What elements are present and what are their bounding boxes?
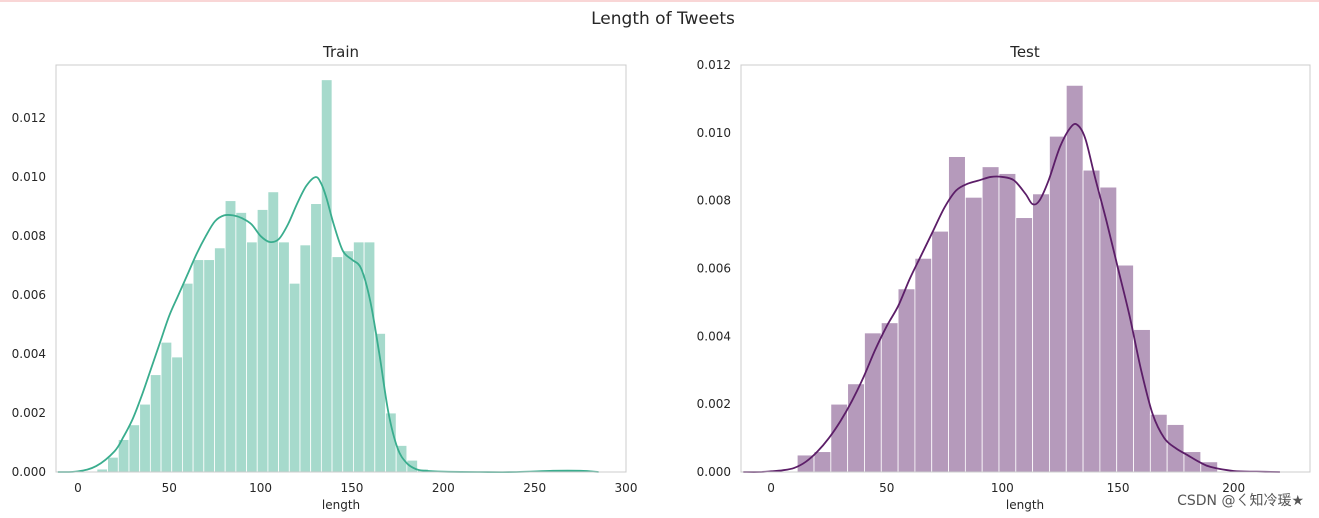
train-histogram-bar <box>363 241 376 473</box>
test-histogram-bar <box>931 230 949 473</box>
train-histogram-bar <box>149 374 162 473</box>
test-y-tick-label: 0.012 <box>697 58 731 72</box>
train-histogram-bar <box>192 259 205 473</box>
test-y-tick-label: 0.006 <box>697 262 731 276</box>
train-histogram-panel: Train 0.000 0.002 0.004 0.006 0.008 0.010 0.01… <box>12 43 638 512</box>
train-histogram-bar <box>214 247 226 473</box>
test-plot-frame <box>740 64 1311 473</box>
train-y-tick-label: 0.000 <box>12 465 46 479</box>
train-y-tick-label: 0.002 <box>12 406 46 420</box>
test-x-tick-label: 100 <box>991 481 1014 495</box>
test-histogram-panel: Test 0.000 0.002 0.004 0.006 0.008 0.010 0.012… <box>697 43 1311 512</box>
test-histogram-bar <box>897 288 916 473</box>
train-histogram-bar <box>406 459 418 473</box>
test-x-tick-label: 150 <box>1107 481 1130 495</box>
train-histogram-bar <box>171 356 183 473</box>
train-histogram-bar <box>342 250 354 473</box>
test-kde-line <box>743 123 1280 473</box>
train-x-tick-label: 50 <box>162 481 177 495</box>
figure-title: Length of Tweets <box>591 9 735 29</box>
train-bars <box>96 79 440 473</box>
train-x-tick-label: 150 <box>341 481 364 495</box>
test-x-tick-label: 0 <box>767 481 775 495</box>
train-x-tick-label: 300 <box>615 481 638 495</box>
train-histogram-bar <box>139 403 151 473</box>
test-y-tick-label: 0.000 <box>697 465 731 479</box>
test-histogram-bar <box>847 383 865 473</box>
train-x-tick-label: 100 <box>249 481 272 495</box>
train-y-tick-label: 0.004 <box>12 347 46 361</box>
test-histogram-bar <box>813 451 832 473</box>
test-bars <box>796 84 1219 473</box>
watermark: CSDN @ㄑ知冷瑗★ <box>1177 492 1304 509</box>
train-y-tick-label: 0.012 <box>12 111 46 125</box>
test-x-axis-label: length <box>1006 498 1044 512</box>
train-histogram-bar <box>224 200 237 473</box>
train-kde-curve <box>57 176 599 474</box>
train-histogram-bar <box>278 241 290 473</box>
test-histogram-bar <box>1049 135 1067 473</box>
train-plot-frame <box>55 64 627 473</box>
test-chart-title: Test <box>1009 43 1040 61</box>
test-x-tick-label: 50 <box>879 481 894 495</box>
test-histogram-bar <box>981 166 1000 473</box>
test-histogram-bar <box>1065 84 1084 473</box>
train-y-tick-label: 0.006 <box>12 288 46 302</box>
train-histogram-bar <box>203 259 215 473</box>
test-histogram-bar <box>964 196 983 473</box>
train-histogram-bar <box>256 209 269 473</box>
train-histogram-bar <box>107 456 119 473</box>
test-y-ticks: 0.000 0.002 0.004 0.006 0.008 0.010 0.012 <box>697 58 731 479</box>
train-kde-line <box>57 176 599 474</box>
test-histogram-bar <box>998 173 1017 473</box>
top-border-line <box>0 0 1319 2</box>
test-x-ticks: 0 50 100 150 200 <box>767 481 1245 495</box>
test-histogram-bar <box>1032 193 1050 473</box>
train-histogram-bar <box>310 203 322 473</box>
train-x-tick-label: 0 <box>74 481 82 495</box>
train-y-tick-label: 0.010 <box>12 170 46 184</box>
train-histogram-bar <box>246 241 258 473</box>
train-x-ticks: 0 50 100 150 200 250 300 <box>74 481 637 495</box>
test-x-tick-label: 200 <box>1222 481 1245 495</box>
train-x-tick-label: 200 <box>432 481 455 495</box>
train-y-tick-label: 0.008 <box>12 229 46 243</box>
train-histogram-bar <box>235 212 247 473</box>
test-histogram-bar <box>914 257 933 473</box>
train-histogram-bar <box>182 282 194 473</box>
train-histogram-bar <box>320 79 333 473</box>
test-y-tick-label: 0.002 <box>697 397 731 411</box>
test-histogram-bar <box>1015 217 1034 473</box>
train-histogram-bar <box>331 256 344 473</box>
test-histogram-bar <box>1149 413 1168 473</box>
train-y-ticks: 0.000 0.002 0.004 0.006 0.008 0.010 0.012 <box>12 111 46 479</box>
train-x-tick-label: 250 <box>523 481 546 495</box>
test-y-tick-label: 0.008 <box>697 194 731 208</box>
test-histogram-bar <box>948 156 966 473</box>
train-histogram-bar <box>353 241 365 473</box>
train-histogram-bar <box>160 341 173 473</box>
train-histogram-bar <box>299 244 312 473</box>
test-y-tick-label: 0.010 <box>697 126 731 140</box>
train-histogram-bar <box>267 191 280 473</box>
test-y-tick-label: 0.004 <box>697 329 731 343</box>
train-histogram-bar <box>288 282 301 473</box>
test-kde-curve <box>743 123 1280 473</box>
train-chart-title: Train <box>322 43 359 61</box>
train-histogram-bar <box>128 424 141 473</box>
train-x-axis-label: length <box>322 498 360 512</box>
test-histogram-bar <box>880 322 899 473</box>
test-histogram-bar <box>1082 169 1101 473</box>
